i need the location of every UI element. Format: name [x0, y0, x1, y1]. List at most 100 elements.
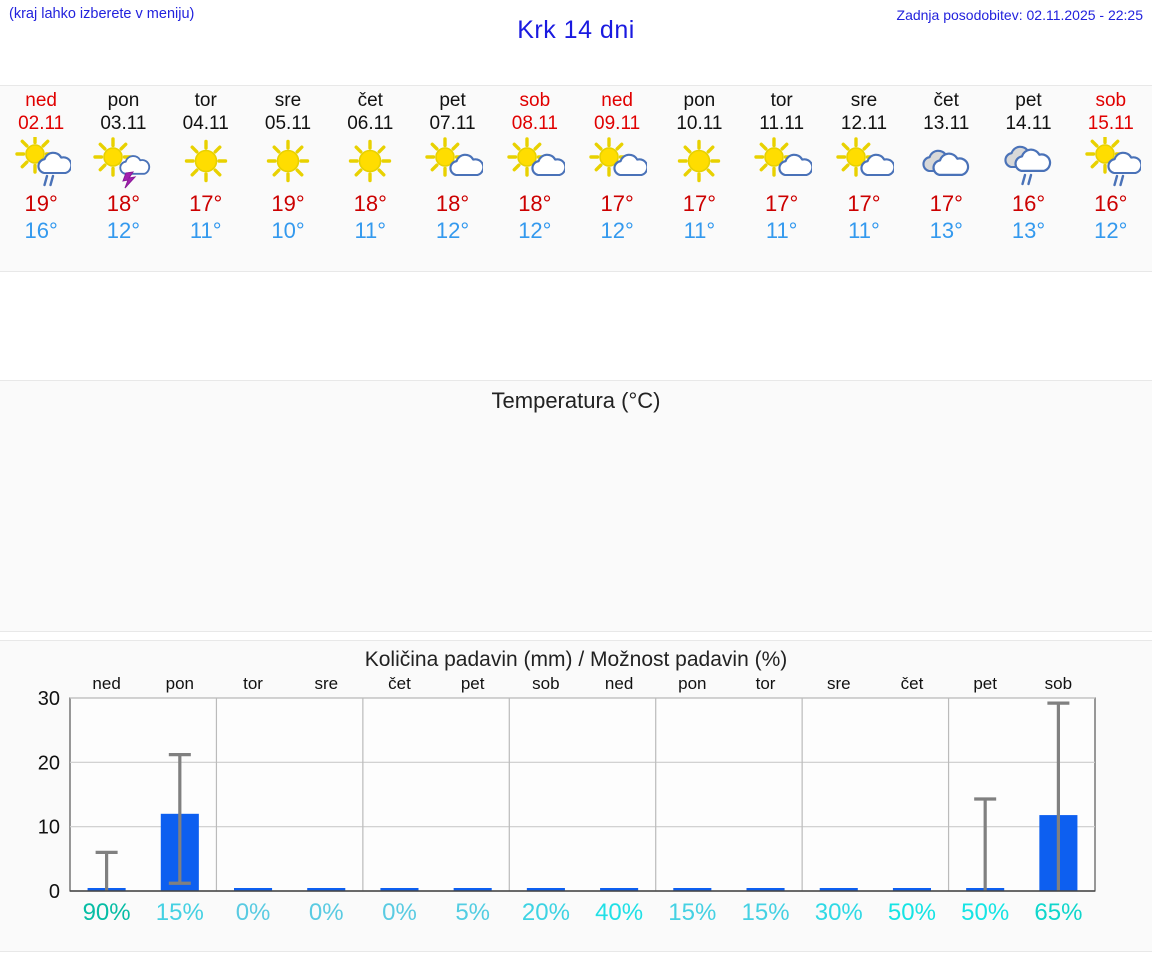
precipitation-probability-label: 40%	[595, 899, 644, 926]
day-min-temperature: 12°	[600, 218, 634, 243]
precipitation-probability-label: 15%	[741, 899, 790, 926]
sun-cloud-rain-icon	[1070, 137, 1152, 188]
precipitation-day-label: čet	[900, 674, 924, 693]
temperature-chart-panel: Temperatura (°C) 101520 © vreme.us & vre…	[0, 380, 1152, 865]
day-column[interactable]: pet 14.11 16° 13°	[987, 86, 1069, 271]
day-column[interactable]: pon 03.11 18° 12°	[82, 86, 164, 271]
precipitation-bar	[307, 888, 346, 891]
day-name: sre	[850, 90, 878, 111]
day-column[interactable]: sre 12.11 17° 11°	[823, 86, 905, 271]
day-max-temperature: 17°	[600, 191, 634, 216]
day-date: 11.11	[759, 113, 805, 134]
sun-cloud-icon	[576, 137, 658, 188]
cloud-rain-icon	[987, 138, 1069, 188]
precipitation-probability-label: 0%	[235, 899, 271, 926]
day-column[interactable]: sre 05.11 19° 10°	[247, 86, 329, 271]
day-column[interactable]: pet 07.11 18° 12°	[411, 86, 493, 271]
day-name: pon	[107, 90, 140, 111]
day-column[interactable]: čet 13.11 17° 13°	[905, 86, 987, 271]
precipitation-day-label: sre	[826, 674, 851, 693]
precipitation-day-label: pon	[165, 674, 194, 693]
day-max-temperature: 19°	[24, 191, 58, 216]
day-max-temperature: 19°	[271, 191, 305, 216]
day-name: pet	[1015, 90, 1042, 111]
day-column[interactable]: tor 04.11 17° 11°	[165, 86, 247, 271]
sun-cloud-storm-icon	[82, 137, 164, 189]
day-column[interactable]: ned 02.11 19° 16°	[0, 86, 82, 271]
sun-cloud-icon	[823, 137, 905, 188]
cloud-icon	[905, 138, 987, 188]
day-column[interactable]: tor 11.11 17° 11°	[741, 86, 823, 271]
precipitation-probability-label: 30%	[814, 899, 863, 926]
precipitation-day-label: pet	[460, 674, 485, 693]
sun-cloud-icon	[741, 137, 823, 188]
day-name: čet	[357, 90, 383, 111]
day-max-temperature: 17°	[929, 191, 963, 216]
precipitation-probability-label: 20%	[521, 899, 570, 926]
day-date: 13.11	[923, 113, 970, 134]
precipitation-bar	[746, 888, 785, 891]
precipitation-day-label: sob	[1044, 674, 1073, 693]
precipitation-bar	[819, 888, 858, 891]
page-title: Krk 14 dni	[517, 16, 635, 44]
day-name: pet	[439, 90, 466, 111]
day-date: 10.11	[676, 113, 723, 134]
precipitation-bar	[526, 888, 565, 891]
day-name: sre	[274, 90, 302, 111]
precipitation-day-label: tor	[243, 674, 263, 693]
precipitation-bar	[234, 888, 273, 891]
precipitation-bar	[453, 888, 492, 891]
precipitation-probability-row: 90% 15% 0% 0% 0% 5% 20% 40% 15% 15% 30% 50% 50% 65%	[0, 899, 1152, 939]
day-name: ned	[25, 90, 57, 111]
day-max-temperature: 18°	[353, 191, 387, 216]
day-min-temperature: 13°	[929, 218, 963, 243]
temperature-chart-svg: 101520	[0, 381, 1152, 631]
day-name: sob	[1095, 90, 1127, 111]
day-column[interactable]: čet 06.11 18° 11°	[329, 86, 411, 271]
day-column[interactable]: sob 15.11 16° 12°	[1070, 86, 1152, 271]
precipitation-bar	[600, 888, 639, 891]
precipitation-chart-title: Količina padavin (mm) / Možnost padavin …	[364, 648, 788, 671]
day-column[interactable]: ned 09.11 17° 12°	[576, 86, 658, 271]
daily-forecast-strip: ned 02.11 19° 16° pon 03.11 18° 12° tor 04.11 17° 1…	[0, 85, 1152, 272]
precipitation-probability-label: 5%	[455, 899, 491, 926]
day-date: 09.11	[594, 113, 641, 134]
precipitation-probability-label: 0%	[308, 899, 344, 926]
day-date: 07.11	[429, 113, 476, 134]
day-max-temperature: 18°	[518, 191, 552, 216]
precipitation-day-label: sob	[532, 674, 560, 693]
day-date: 12.11	[840, 113, 888, 134]
day-min-temperature: 13°	[1011, 218, 1046, 243]
precipitation-day-labels: ned pon tor sre čet pet sob ned pon tor sre čet pet s…	[0, 674, 1152, 698]
day-max-temperature: 17°	[765, 191, 799, 216]
day-min-temperature: 12°	[518, 218, 552, 243]
precipitation-ytick-label: 20	[38, 752, 60, 774]
precipitation-probability-label: 90%	[82, 899, 131, 926]
precipitation-probability-label: 65%	[1034, 899, 1083, 926]
precipitation-probability-label: 0%	[382, 899, 417, 926]
precipitation-bar	[673, 888, 712, 891]
sun-icon	[165, 138, 247, 188]
day-min-temperature: 16°	[24, 218, 58, 243]
day-column[interactable]: pon 10.11 17° 11°	[658, 86, 740, 271]
precipitation-chart-svg: 0 10 20 30	[38, 688, 1096, 903]
day-column[interactable]: sob 08.11 18° 12°	[494, 86, 576, 271]
day-max-temperature: 17°	[847, 191, 881, 216]
sun-icon	[329, 138, 411, 188]
day-name: sob	[519, 90, 551, 111]
location-menu-hint[interactable]: (kraj lahko izberete v meniju)	[9, 6, 195, 22]
precipitation-ytick-label: 10	[38, 817, 60, 839]
day-date: 02.11	[18, 113, 65, 134]
last-update-text: Zadnja posodobitev: 02.11.2025 - 22:25	[896, 7, 1143, 23]
day-name: čet	[933, 90, 959, 111]
precipitation-day-label: sre	[314, 674, 339, 693]
precipitation-probability-label: 15%	[155, 899, 204, 926]
precipitation-probability-label: 15%	[668, 899, 717, 926]
day-date: 04.11	[182, 113, 229, 134]
precipitation-bar	[380, 888, 419, 891]
day-date: 03.11	[100, 113, 147, 134]
sun-cloud-rain-icon	[0, 137, 82, 188]
precipitation-plot-area	[69, 697, 1096, 892]
day-date: 05.11	[264, 113, 312, 134]
